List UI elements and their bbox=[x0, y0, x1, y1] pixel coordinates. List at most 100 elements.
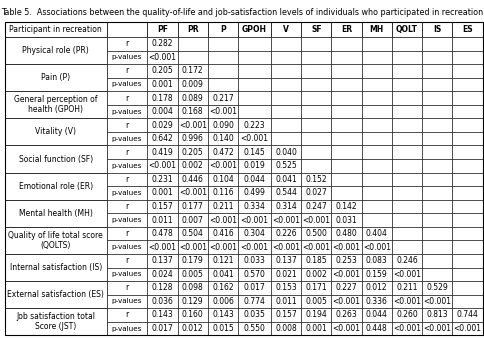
Bar bbox=[208, 186, 238, 200]
Text: 0.544: 0.544 bbox=[274, 188, 296, 197]
Text: <0.001: <0.001 bbox=[453, 324, 481, 333]
Bar bbox=[331, 91, 361, 105]
Text: 0.744: 0.744 bbox=[455, 311, 477, 319]
Text: Mental health (MH): Mental health (MH) bbox=[19, 209, 92, 218]
Text: 0.017: 0.017 bbox=[151, 324, 173, 333]
Text: 0.157: 0.157 bbox=[274, 311, 296, 319]
Text: r: r bbox=[125, 148, 128, 157]
Text: <0.001: <0.001 bbox=[302, 243, 330, 252]
Text: 0.205: 0.205 bbox=[182, 148, 203, 157]
Bar bbox=[361, 132, 391, 145]
Text: 0.011: 0.011 bbox=[275, 297, 296, 306]
Bar bbox=[208, 51, 238, 64]
Text: r: r bbox=[125, 202, 128, 211]
Bar bbox=[361, 22, 391, 37]
Text: r: r bbox=[125, 311, 128, 319]
Bar bbox=[271, 213, 301, 227]
Bar bbox=[361, 254, 391, 267]
Bar bbox=[238, 22, 271, 37]
Text: 0.247: 0.247 bbox=[305, 202, 327, 211]
Text: 0.024: 0.024 bbox=[151, 270, 173, 279]
Bar bbox=[106, 295, 147, 308]
Bar bbox=[391, 281, 421, 295]
Text: 0.083: 0.083 bbox=[365, 256, 387, 265]
Bar bbox=[331, 227, 361, 240]
Bar bbox=[238, 159, 271, 173]
Bar bbox=[421, 200, 452, 213]
Text: r: r bbox=[125, 256, 128, 265]
Text: 0.031: 0.031 bbox=[335, 216, 357, 224]
Bar bbox=[452, 213, 482, 227]
Bar bbox=[331, 118, 361, 132]
Bar bbox=[177, 78, 208, 91]
Text: 0.478: 0.478 bbox=[151, 229, 173, 238]
Bar bbox=[106, 132, 147, 145]
Bar bbox=[421, 118, 452, 132]
Bar bbox=[452, 132, 482, 145]
Bar bbox=[331, 254, 361, 267]
Bar bbox=[361, 240, 391, 254]
Bar bbox=[452, 295, 482, 308]
Bar bbox=[421, 308, 452, 322]
Bar bbox=[331, 64, 361, 78]
Text: 0.143: 0.143 bbox=[212, 311, 233, 319]
Text: 0.116: 0.116 bbox=[212, 188, 233, 197]
Bar bbox=[301, 267, 331, 281]
Bar bbox=[391, 22, 421, 37]
Text: 0.168: 0.168 bbox=[182, 107, 203, 116]
Bar bbox=[331, 132, 361, 145]
Bar bbox=[177, 200, 208, 213]
Bar bbox=[421, 322, 452, 335]
Bar bbox=[238, 200, 271, 213]
Bar bbox=[5, 37, 106, 64]
Text: 0.012: 0.012 bbox=[365, 283, 387, 292]
Bar bbox=[177, 132, 208, 145]
Bar bbox=[208, 281, 238, 295]
Bar bbox=[271, 267, 301, 281]
Bar bbox=[271, 308, 301, 322]
Bar bbox=[208, 322, 238, 335]
Text: GPOH: GPOH bbox=[242, 25, 267, 34]
Text: <0.001: <0.001 bbox=[240, 134, 268, 143]
Bar bbox=[271, 118, 301, 132]
Text: 0.021: 0.021 bbox=[275, 270, 296, 279]
Text: Emotional role (ER): Emotional role (ER) bbox=[19, 182, 92, 191]
Text: QOLT: QOLT bbox=[395, 25, 417, 34]
Text: <0.001: <0.001 bbox=[272, 243, 300, 252]
Bar bbox=[147, 254, 177, 267]
Text: <0.001: <0.001 bbox=[148, 161, 176, 170]
Bar bbox=[361, 145, 391, 159]
Bar bbox=[271, 186, 301, 200]
Bar bbox=[208, 173, 238, 186]
Text: 0.098: 0.098 bbox=[182, 283, 203, 292]
Text: 0.015: 0.015 bbox=[212, 324, 233, 333]
Text: p-values: p-values bbox=[112, 136, 142, 142]
Bar bbox=[177, 145, 208, 159]
Bar bbox=[361, 308, 391, 322]
Bar bbox=[177, 22, 208, 37]
Bar bbox=[147, 173, 177, 186]
Bar bbox=[391, 308, 421, 322]
Text: 0.009: 0.009 bbox=[182, 80, 203, 89]
Text: 0.642: 0.642 bbox=[151, 134, 173, 143]
Bar bbox=[177, 254, 208, 267]
Bar bbox=[5, 118, 106, 145]
Text: 0.008: 0.008 bbox=[274, 324, 296, 333]
Bar bbox=[208, 267, 238, 281]
Bar bbox=[361, 78, 391, 91]
Text: <0.001: <0.001 bbox=[240, 216, 268, 224]
Bar bbox=[421, 51, 452, 64]
Bar bbox=[301, 51, 331, 64]
Bar bbox=[301, 213, 331, 227]
Bar bbox=[238, 240, 271, 254]
Text: ER: ER bbox=[340, 25, 351, 34]
Bar bbox=[147, 37, 177, 51]
Bar bbox=[391, 64, 421, 78]
Text: 0.019: 0.019 bbox=[243, 161, 265, 170]
Text: 0.128: 0.128 bbox=[151, 283, 173, 292]
Text: 0.314: 0.314 bbox=[274, 202, 296, 211]
Text: 0.448: 0.448 bbox=[365, 324, 387, 333]
Bar bbox=[301, 91, 331, 105]
Bar bbox=[391, 200, 421, 213]
Bar bbox=[177, 91, 208, 105]
